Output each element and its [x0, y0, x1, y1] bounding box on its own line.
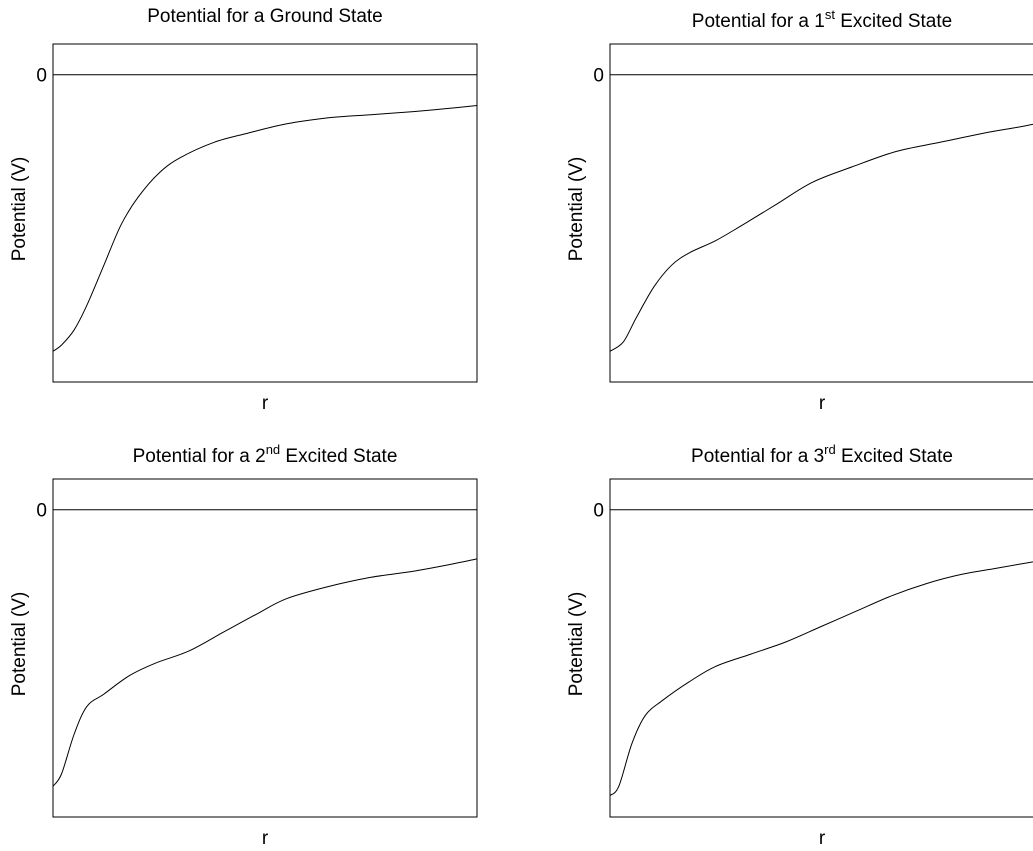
potential-curve-line	[609, 123, 1033, 352]
y-tick-label: 0	[36, 66, 47, 87]
chart-panel-1: Potential for a Ground State 0 Potential (…	[9, 6, 478, 414]
x-axis-label: r	[262, 393, 269, 414]
x-axis-label: r	[262, 828, 269, 849]
chart-title-suffix: Excited State	[836, 446, 953, 467]
chart-title-superscript: nd	[266, 442, 280, 457]
chart-title-superscript: rd	[824, 442, 836, 457]
plot-frame	[609, 478, 1033, 818]
y-tick-label: 0	[593, 66, 604, 87]
chart-title-superscript: st	[825, 7, 836, 22]
plot-frame	[609, 43, 1033, 383]
potential-curve-line	[52, 558, 478, 787]
plot-frame	[52, 43, 478, 383]
chart-panel-4: Potential for a 3rd Excited State 0 Potent…	[566, 442, 1033, 849]
chart-title: Potential for a 2nd Excited State	[133, 442, 398, 467]
y-tick-label: 0	[36, 501, 47, 522]
x-axis-label: r	[819, 393, 826, 414]
y-axis-label: Potential (V)	[566, 592, 587, 697]
y-axis-label: Potential (V)	[566, 157, 587, 262]
chart-title: Potential for a 1st Excited State	[692, 7, 952, 32]
chart-title-text: Potential for a 1	[692, 11, 825, 32]
potential-curve-line	[609, 561, 1033, 796]
chart-title-text: Potential for a 2	[133, 446, 266, 467]
chart-title-text: Potential for a 3	[691, 446, 824, 467]
y-tick-label: 0	[593, 501, 604, 522]
y-axis-label: Potential (V)	[9, 157, 30, 262]
chart-title: Potential for a 3rd Excited State	[691, 442, 953, 467]
chart-title-suffix: Excited State	[835, 11, 952, 32]
y-axis-label: Potential (V)	[9, 592, 30, 697]
chart-title: Potential for a Ground State	[147, 6, 383, 27]
plot-frame	[52, 478, 478, 818]
x-axis-label: r	[819, 828, 826, 849]
potential-curve-line	[52, 105, 478, 352]
chart-title-suffix: Excited State	[280, 446, 397, 467]
chart-title-text: Potential for a Ground State	[147, 6, 383, 27]
chart-panel-2: Potential for a 1st Excited State 0 Potent…	[566, 7, 1033, 414]
chart-panel-3: Potential for a 2nd Excited State 0 Potent…	[9, 442, 478, 849]
